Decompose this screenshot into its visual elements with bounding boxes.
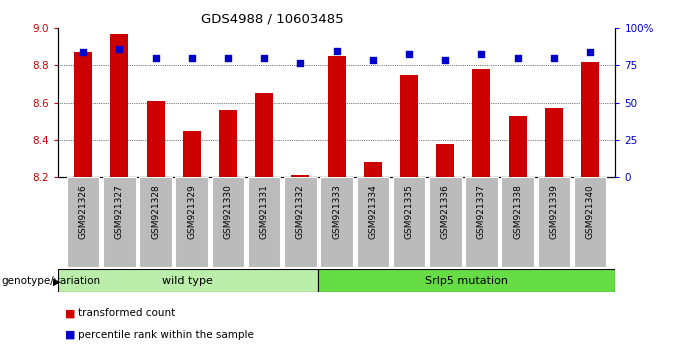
Text: GSM921332: GSM921332 xyxy=(296,184,305,239)
Text: GSM921336: GSM921336 xyxy=(441,184,449,239)
Point xyxy=(585,49,596,55)
Point xyxy=(476,51,487,56)
FancyBboxPatch shape xyxy=(320,177,353,267)
Point xyxy=(367,57,378,62)
Text: GSM921340: GSM921340 xyxy=(585,184,594,239)
Text: GSM921329: GSM921329 xyxy=(187,184,197,239)
Text: Srlp5 mutation: Srlp5 mutation xyxy=(425,275,508,286)
Text: GSM921333: GSM921333 xyxy=(332,184,341,239)
Text: ■: ■ xyxy=(65,308,75,318)
Bar xyxy=(219,110,237,177)
FancyBboxPatch shape xyxy=(538,177,570,267)
Point xyxy=(403,51,414,56)
FancyBboxPatch shape xyxy=(211,177,244,267)
FancyBboxPatch shape xyxy=(465,177,498,267)
Text: GSM921327: GSM921327 xyxy=(115,184,124,239)
Text: GSM921330: GSM921330 xyxy=(224,184,233,239)
Point xyxy=(548,55,559,61)
FancyBboxPatch shape xyxy=(501,177,534,267)
Text: wild type: wild type xyxy=(163,275,214,286)
FancyBboxPatch shape xyxy=(67,177,99,267)
Bar xyxy=(146,101,165,177)
Bar xyxy=(545,108,563,177)
Bar xyxy=(581,62,599,177)
Text: ▶: ▶ xyxy=(53,276,61,286)
FancyBboxPatch shape xyxy=(574,177,607,267)
Bar xyxy=(509,116,527,177)
Bar xyxy=(436,143,454,177)
Bar xyxy=(328,56,345,177)
Bar xyxy=(400,75,418,177)
Bar xyxy=(255,93,273,177)
FancyBboxPatch shape xyxy=(139,177,172,267)
FancyBboxPatch shape xyxy=(356,177,389,267)
Bar xyxy=(110,34,129,177)
Point xyxy=(331,48,342,53)
Text: GSM921337: GSM921337 xyxy=(477,184,486,239)
Point xyxy=(222,55,233,61)
Text: transformed count: transformed count xyxy=(78,308,175,318)
FancyBboxPatch shape xyxy=(429,177,462,267)
Text: GSM921335: GSM921335 xyxy=(405,184,413,239)
Text: genotype/variation: genotype/variation xyxy=(1,276,101,286)
Point xyxy=(186,55,197,61)
Text: ■: ■ xyxy=(65,330,75,339)
Text: GDS4988 / 10603485: GDS4988 / 10603485 xyxy=(201,12,343,25)
Point xyxy=(259,55,270,61)
FancyBboxPatch shape xyxy=(103,177,135,267)
Bar xyxy=(183,131,201,177)
FancyBboxPatch shape xyxy=(175,177,208,267)
Bar xyxy=(291,175,309,177)
Point xyxy=(440,57,451,62)
Text: percentile rank within the sample: percentile rank within the sample xyxy=(78,330,254,339)
Text: GSM921339: GSM921339 xyxy=(549,184,558,239)
Bar xyxy=(364,162,382,177)
Text: GSM921328: GSM921328 xyxy=(151,184,160,239)
Text: GSM921326: GSM921326 xyxy=(79,184,88,239)
Bar xyxy=(74,52,92,177)
Point xyxy=(295,60,306,65)
Text: GSM921334: GSM921334 xyxy=(369,184,377,239)
FancyBboxPatch shape xyxy=(248,177,280,267)
Point xyxy=(512,55,523,61)
Point xyxy=(150,55,161,61)
Text: GSM921338: GSM921338 xyxy=(513,184,522,239)
Point xyxy=(78,49,88,55)
Bar xyxy=(473,69,490,177)
FancyBboxPatch shape xyxy=(318,269,615,292)
FancyBboxPatch shape xyxy=(58,269,318,292)
Point xyxy=(114,46,125,52)
Text: GSM921331: GSM921331 xyxy=(260,184,269,239)
FancyBboxPatch shape xyxy=(393,177,425,267)
FancyBboxPatch shape xyxy=(284,177,317,267)
